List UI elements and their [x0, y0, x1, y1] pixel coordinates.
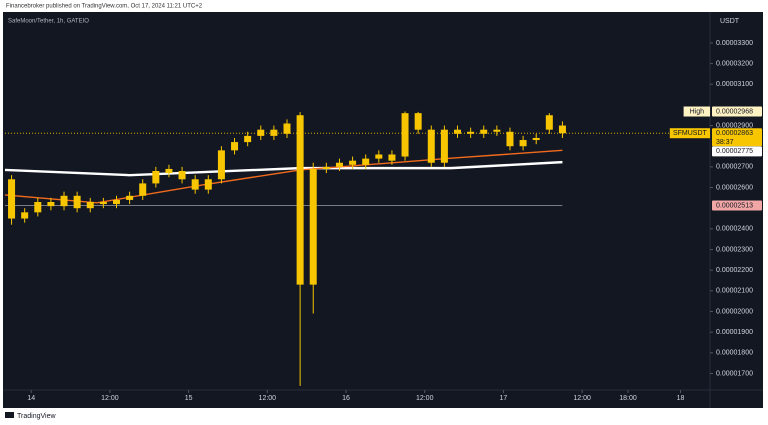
candle-body	[47, 202, 55, 207]
candle-body	[73, 195, 81, 209]
candle-body	[60, 195, 68, 207]
price-marker	[712, 200, 762, 211]
x-tick-label: 12:00	[416, 395, 434, 402]
candle-body	[440, 129, 448, 163]
candle-body	[558, 125, 566, 134]
candle-body	[519, 140, 527, 147]
candle-body	[506, 131, 514, 147]
y-tick-label: 0.00002300	[716, 246, 753, 253]
candle-body	[362, 158, 370, 165]
publish-note: Financebroker published on TradingView.c…	[6, 4, 203, 10]
candle-body	[270, 129, 278, 136]
candle-body	[349, 160, 357, 165]
candle-body	[480, 129, 488, 134]
x-tick-label: 18	[677, 395, 685, 402]
y-tick-label: 0.00003200	[716, 60, 753, 67]
candle-body	[126, 195, 134, 200]
candle-body	[322, 166, 330, 169]
candle-body	[335, 162, 343, 167]
candle-body	[532, 137, 540, 141]
y-tick-label: 0.00002600	[716, 184, 753, 191]
candle-body	[21, 212, 29, 219]
x-tick-label: 12:00	[259, 395, 277, 402]
candle-body	[99, 202, 107, 205]
moving-average	[4, 149, 563, 204]
chart-background	[3, 12, 763, 408]
y-tick-label: 0.00002200	[716, 267, 753, 274]
candle-body	[388, 154, 396, 161]
x-tick-label: 17	[500, 395, 508, 402]
x-tick-label: 18:00	[619, 395, 637, 402]
candle-body	[244, 135, 252, 143]
candle-body	[34, 202, 42, 213]
y-tick-label: 0.00003300	[716, 40, 753, 47]
price-marker-label: 0.00002968	[716, 108, 753, 115]
x-tick-label: 16	[342, 395, 350, 402]
currency-label: USDT	[720, 18, 740, 25]
x-tick-label: 14	[27, 395, 35, 402]
price-marker-label: 0.00002513	[716, 202, 753, 209]
candle-body	[178, 171, 186, 180]
candle-body	[191, 179, 199, 190]
y-tick-label: 0.00001800	[716, 350, 753, 357]
candle-body	[217, 150, 225, 180]
candle-body	[375, 154, 383, 159]
candle-body	[86, 202, 94, 209]
candle-body	[414, 113, 422, 130]
candle-body	[8, 179, 16, 219]
countdown: 38:37	[716, 139, 734, 146]
candle-body	[257, 129, 265, 136]
y-tick-label: 0.00001700	[716, 370, 753, 377]
price-marker	[712, 106, 762, 117]
candle-body	[139, 183, 147, 196]
chart-title: SafeMoon/Tether, 1h, GATEIO	[8, 19, 89, 25]
candle-body	[401, 113, 409, 157]
marker-tag	[683, 106, 710, 117]
y-tick-label: 0.00002100	[716, 288, 753, 295]
candle-body	[283, 123, 291, 134]
x-tick-label: 15	[185, 395, 193, 402]
x-tick-label: 12:00	[101, 395, 119, 402]
y-tick-label: 0.00002400	[716, 226, 753, 233]
candle-body	[152, 171, 160, 184]
price-marker-label: 0.00002775	[716, 148, 753, 155]
price-marker	[712, 146, 762, 157]
marker-tag-label: High	[690, 108, 705, 115]
price-marker	[712, 128, 762, 147]
marker-tag	[669, 128, 710, 139]
y-tick-label: 0.00001900	[716, 329, 753, 336]
y-tick-label: 0.00002000	[716, 308, 753, 315]
candle-body	[454, 129, 462, 134]
candle-body	[427, 129, 435, 163]
candle-body	[309, 168, 317, 285]
y-tick-label: 0.00002700	[716, 164, 753, 171]
brand-logo	[5, 412, 14, 418]
candle-body	[165, 168, 173, 174]
y-tick-label: 0.00003100	[716, 81, 753, 88]
price-marker-label: 0.00002863	[716, 130, 753, 137]
candle-body	[204, 179, 212, 190]
candle-body	[231, 142, 239, 151]
x-tick-label: 12:00	[573, 395, 591, 402]
y-tick-label: 0.00002900	[716, 122, 753, 129]
candle-body	[296, 115, 304, 285]
candle-body	[493, 129, 501, 132]
candle-body	[112, 199, 120, 205]
marker-tag-label: SFMUSDT	[673, 130, 708, 137]
candle-body	[467, 131, 475, 134]
brand: TradingView	[17, 413, 56, 420]
candle-body	[545, 115, 553, 130]
